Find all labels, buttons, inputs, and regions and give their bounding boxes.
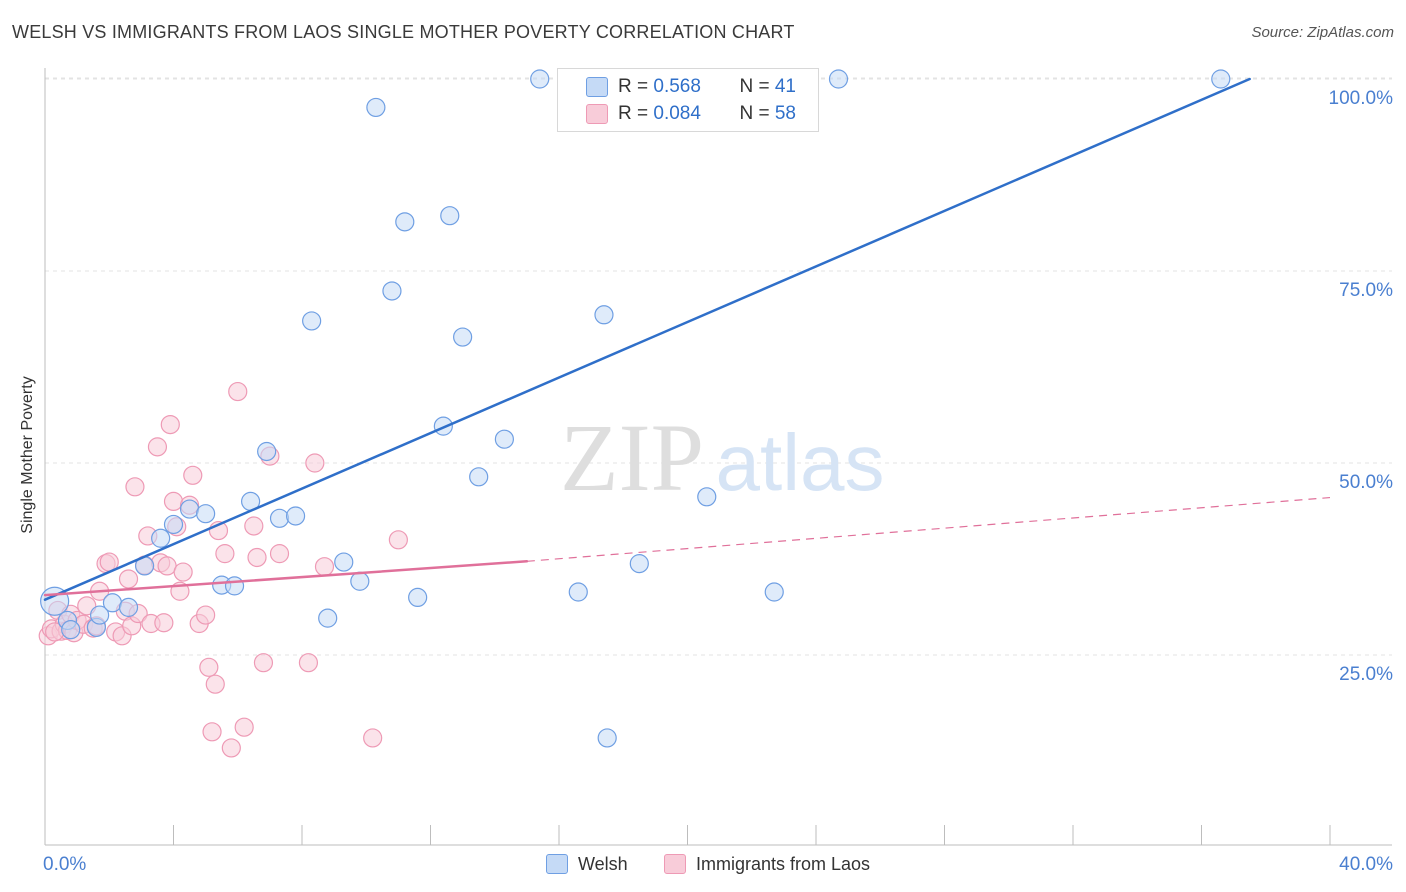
legend-r-label: R = [618, 76, 654, 97]
watermark-zip: ZIP [560, 404, 704, 511]
point-laos [147, 437, 168, 457]
point-welsh [697, 487, 717, 507]
point-laos [196, 605, 216, 625]
point-welsh [494, 429, 514, 449]
point-welsh [382, 281, 402, 301]
point-welsh [568, 582, 588, 602]
point-laos [118, 569, 139, 589]
gridlines [45, 77, 1392, 656]
axes [44, 68, 1392, 846]
bottom-legend-swatch-welsh [546, 854, 568, 874]
legend-row-welsh: R = 0.568 N = 41 [586, 74, 796, 100]
point-welsh [597, 728, 617, 748]
point-welsh [196, 504, 216, 524]
point-welsh [334, 552, 354, 572]
point-laos [183, 465, 203, 485]
point-laos [363, 728, 383, 748]
point-welsh [163, 514, 184, 535]
point-laos [221, 738, 241, 758]
bottom-legend-laos: Immigrants from Laos [664, 852, 870, 876]
point-laos [163, 491, 184, 511]
point-welsh [285, 506, 306, 526]
point-laos [125, 477, 145, 497]
y-tick-label: 50.0% [1339, 472, 1393, 493]
y-tick-label: 75.0% [1339, 280, 1393, 301]
point-welsh [269, 508, 290, 528]
point-laos [244, 516, 264, 536]
point-laos [298, 653, 319, 673]
legend-r-value: 0.568 [653, 76, 701, 97]
point-laos [269, 544, 290, 564]
point-laos [173, 562, 193, 582]
bottom-legend-label-welsh: Welsh [578, 853, 628, 874]
trend-line-welsh [43, 77, 1251, 601]
watermark: ZIP atlas [560, 404, 884, 511]
x-tick-label: 40.0% [1339, 854, 1393, 875]
point-laos [234, 717, 254, 737]
point-laos [314, 557, 335, 577]
point-welsh [453, 327, 473, 347]
legend-row-laos: R = 0.084 N = 58 [586, 101, 796, 127]
point-welsh [179, 499, 200, 519]
series-laos-points [38, 381, 408, 758]
point-welsh [764, 582, 784, 602]
legend-r-value: 0.084 [653, 103, 701, 124]
bottom-legend-label-laos: Immigrants from Laos [696, 853, 871, 874]
point-welsh [90, 605, 110, 625]
legend-swatch-laos [586, 104, 608, 124]
legend-n-value: 41 [774, 76, 796, 97]
trend-line-laos [43, 560, 529, 597]
point-welsh [257, 441, 277, 462]
watermark-atlas: atlas [716, 418, 885, 507]
chart-title: WELSH VS IMMIGRANTS FROM LAOS SINGLE MOT… [12, 22, 795, 42]
legend-r-label: R = [618, 103, 654, 124]
bottom-legend-swatch-laos [664, 854, 686, 874]
point-welsh [302, 311, 322, 331]
point-laos [215, 544, 235, 564]
bottom-legend-welsh: Welsh [546, 852, 628, 876]
point-welsh [1211, 69, 1231, 89]
point-welsh [629, 554, 649, 574]
point-welsh [530, 69, 550, 89]
point-welsh [224, 576, 245, 596]
point-welsh [440, 206, 460, 226]
point-welsh [408, 587, 428, 608]
legend-n-label: N = [739, 76, 775, 97]
point-welsh [61, 620, 81, 640]
point-welsh [594, 305, 614, 325]
tick-labels: 25.0% 50.0% 75.0% 100.0% 0.0% 40.0% [43, 88, 1393, 875]
point-welsh [469, 467, 489, 487]
correlation-legend: R = 0.568 N = 41 R = 0.084 N = 58 [557, 68, 819, 132]
point-welsh [395, 212, 415, 232]
point-laos [388, 530, 408, 550]
legend-n-label: N = [739, 103, 775, 124]
point-welsh [151, 528, 171, 548]
point-welsh [366, 97, 386, 118]
point-welsh [828, 69, 849, 89]
point-laos [154, 613, 174, 633]
point-welsh [318, 608, 338, 628]
point-laos [199, 657, 219, 677]
legend-swatch-welsh [586, 77, 608, 97]
trend-lines [43, 77, 1331, 601]
x-tick-label: 0.0% [43, 854, 86, 875]
point-laos [157, 556, 177, 576]
legend-n-value: 58 [774, 103, 796, 124]
series-welsh-points [40, 69, 1231, 748]
point-welsh [350, 571, 370, 591]
point-laos [253, 653, 274, 673]
point-laos [160, 415, 180, 435]
y-tick-label: 25.0% [1339, 664, 1393, 685]
point-welsh [118, 597, 139, 617]
point-welsh [102, 593, 123, 613]
chart-source: Source: ZipAtlas.com [1251, 24, 1394, 41]
y-tick-label: 100.0% [1329, 88, 1394, 109]
point-laos [247, 547, 267, 568]
point-laos [228, 381, 248, 402]
point-laos [305, 453, 325, 473]
point-laos [205, 674, 225, 694]
point-laos [202, 722, 222, 742]
